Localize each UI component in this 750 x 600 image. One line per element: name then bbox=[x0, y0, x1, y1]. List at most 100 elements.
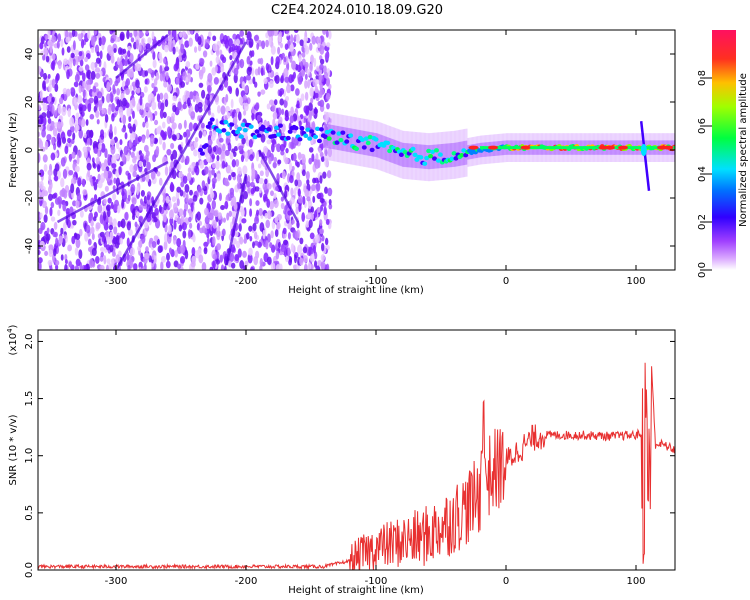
heatmap-cell bbox=[167, 224, 172, 235]
heatmap-cell bbox=[171, 122, 177, 130]
heatmap-cell bbox=[91, 90, 97, 98]
heatmap-cell bbox=[129, 68, 134, 78]
heatmap-cell bbox=[312, 244, 316, 254]
heatmap-cell bbox=[374, 120, 377, 169]
heatmap-cell bbox=[53, 175, 59, 182]
heatmap-cell bbox=[305, 107, 309, 116]
heatmap-cell bbox=[297, 179, 302, 188]
heatmap-cell bbox=[225, 164, 231, 174]
heatmap-cell bbox=[313, 134, 319, 139]
heatmap-cell bbox=[182, 230, 187, 239]
heatmap-cell bbox=[259, 57, 264, 65]
heatmap-cell bbox=[110, 54, 115, 64]
heatmap-cell bbox=[353, 117, 356, 166]
heatmap-cell bbox=[64, 30, 69, 39]
heatmap-cell bbox=[88, 212, 94, 222]
heatmap-cell bbox=[269, 80, 274, 89]
heatmap-cell bbox=[72, 132, 76, 141]
heatmap-cell bbox=[54, 110, 58, 118]
heatmap-cell bbox=[156, 171, 161, 177]
heatmap-cell bbox=[253, 34, 259, 42]
heatmap-cell bbox=[241, 218, 247, 224]
heatmap-cell bbox=[132, 110, 135, 120]
heatmap-cell bbox=[38, 104, 41, 111]
heatmap-cell bbox=[410, 146, 416, 152]
colorbar-tick-label: 0.8 bbox=[697, 70, 708, 86]
heatmap-cell bbox=[68, 153, 72, 162]
heatmap-cell bbox=[75, 258, 81, 267]
heatmap-cell bbox=[110, 201, 114, 210]
heatmap-cell bbox=[308, 246, 313, 257]
heatmap-cell bbox=[198, 69, 204, 77]
heatmap-cell bbox=[319, 45, 325, 55]
heatmap-cell bbox=[266, 103, 271, 110]
heatmap-cell bbox=[127, 45, 132, 52]
heatmap-cell bbox=[119, 111, 124, 119]
heatmap-cell bbox=[64, 254, 68, 261]
heatmap-cell bbox=[386, 137, 389, 162]
heatmap-cell bbox=[172, 104, 177, 113]
spectrogram-panel: -300 -200 -100 0 100 40 20 0 -20 -40 Height of s… bbox=[8, 29, 749, 296]
heatmap-cell bbox=[236, 173, 241, 183]
heatmap-cell bbox=[63, 58, 69, 66]
heatmap-cell bbox=[216, 154, 220, 162]
heatmap-cell bbox=[49, 180, 53, 190]
heatmap-cell bbox=[116, 99, 121, 108]
heatmap-cell bbox=[192, 90, 197, 97]
heatmap-cell bbox=[327, 112, 330, 161]
heatmap-cell bbox=[246, 38, 250, 46]
heatmap-cell bbox=[203, 247, 208, 255]
heatmap-cell bbox=[176, 198, 180, 207]
heatmap-cell bbox=[103, 255, 107, 265]
heatmap-cell bbox=[304, 61, 309, 69]
heatmap-cell bbox=[86, 137, 91, 146]
heatmap-cell bbox=[135, 79, 140, 89]
heatmap-cell bbox=[240, 154, 245, 163]
heatmap-cell bbox=[266, 127, 272, 132]
heatmap-cell bbox=[138, 42, 142, 52]
heatmap-cell bbox=[203, 241, 209, 248]
heatmap-cell bbox=[175, 77, 180, 85]
heatmap-cell bbox=[301, 169, 306, 177]
heatmap-cell bbox=[46, 227, 50, 234]
heatmap-cell bbox=[354, 146, 359, 151]
heatmap-cell bbox=[132, 170, 137, 178]
spectrogram-y-label: Frequency (Hz) bbox=[8, 112, 19, 188]
heatmap-cell bbox=[317, 101, 322, 107]
heatmap-cell bbox=[252, 134, 258, 140]
heatmap-cell bbox=[138, 31, 144, 38]
heatmap-cell bbox=[274, 74, 280, 84]
heatmap-cell bbox=[49, 125, 53, 132]
heatmap-cell bbox=[188, 37, 193, 47]
heatmap-cell bbox=[307, 212, 311, 219]
heatmap-cell bbox=[95, 256, 100, 264]
heatmap-cell bbox=[249, 60, 253, 66]
heatmap-cell bbox=[302, 195, 306, 205]
heatmap-cell bbox=[265, 62, 270, 72]
heatmap-cell bbox=[285, 30, 290, 34]
heatmap-cell bbox=[185, 155, 190, 165]
heatmap-cell bbox=[123, 145, 129, 156]
heatmap-cell bbox=[111, 163, 117, 169]
heatmap-cell bbox=[229, 187, 235, 196]
heatmap-cell bbox=[244, 151, 249, 158]
heatmap-cell bbox=[64, 259, 68, 265]
heatmap-cell bbox=[196, 211, 202, 221]
y-tick-label: 1.5 bbox=[24, 391, 35, 407]
heatmap-cell bbox=[179, 31, 183, 38]
heatmap-cell bbox=[219, 254, 224, 263]
heatmap-cell bbox=[43, 72, 48, 80]
spectrogram-x-ticks: -300 -200 -100 0 100 bbox=[105, 30, 646, 287]
heatmap-cell bbox=[448, 131, 451, 180]
heatmap-cell bbox=[289, 115, 294, 124]
heatmap-cell bbox=[184, 184, 190, 193]
heatmap-cell bbox=[132, 123, 136, 133]
heatmap-cell bbox=[320, 156, 325, 162]
heatmap-cell bbox=[189, 91, 194, 100]
heatmap-cell bbox=[207, 72, 213, 83]
heatmap-cell bbox=[246, 174, 251, 184]
heatmap-cell bbox=[245, 74, 252, 81]
heatmap-cell bbox=[222, 217, 227, 223]
heatmap-cell bbox=[198, 82, 204, 88]
heatmap-cell bbox=[402, 150, 408, 155]
